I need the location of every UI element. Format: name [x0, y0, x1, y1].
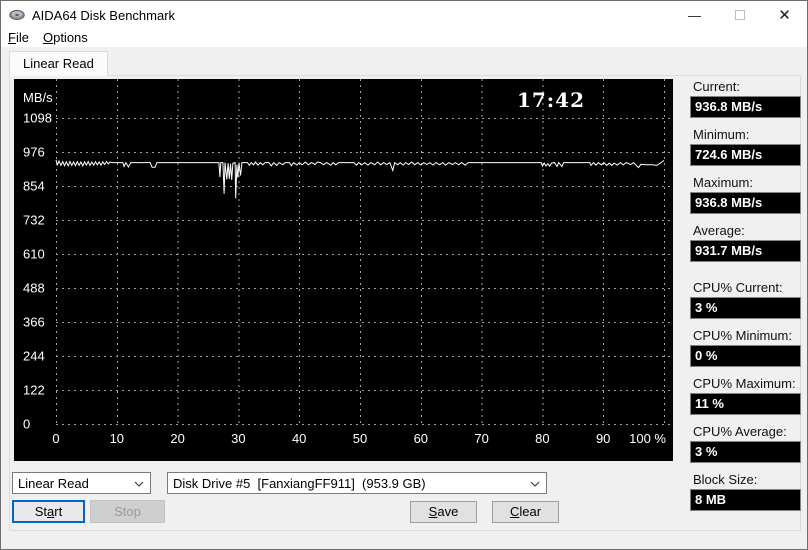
benchmark-line — [55, 159, 665, 199]
x-axis-tick-label: 0 — [52, 431, 59, 446]
stat-maximum: Maximum: 936.8 MB/s — [690, 175, 802, 214]
chart-gridlines — [56, 79, 673, 425]
tab-page: MB/s 0 122 244 366 488 610 732 854 976 1098 0 10 20 30… — [9, 75, 801, 531]
stat-cpu-minimum: CPU% Minimum: 0 % — [690, 328, 802, 367]
x-axis-tick-label: 100 % — [629, 431, 666, 446]
stat-cpu-current: CPU% Current: 3 % — [690, 280, 802, 319]
save-button[interactable]: Save — [410, 501, 477, 523]
chart-axis-labels: MB/s 0 122 244 366 488 610 732 854 976 1098 0 10 20 30… — [23, 90, 666, 446]
minimize-icon: — — [688, 7, 701, 23]
stop-button[interactable]: Stop — [90, 500, 165, 523]
x-axis-tick-label: 40 — [292, 431, 306, 446]
clear-button[interactable]: Clear — [492, 501, 559, 523]
stat-block-size: Block Size: 8 MB — [690, 472, 802, 511]
y-axis-tick-label: 732 — [23, 213, 45, 228]
chevron-down-icon — [134, 481, 144, 487]
y-axis-tick-label: 0 — [23, 417, 30, 432]
y-axis-tick-label: 976 — [23, 145, 45, 160]
tab-linear-read[interactable]: Linear Read — [9, 51, 108, 76]
x-axis-tick-label: 80 — [535, 431, 549, 446]
x-axis-tick-label: 60 — [414, 431, 428, 446]
tab-label: Linear Read — [23, 56, 94, 71]
x-axis-tick-label: 30 — [231, 431, 245, 446]
menu-bar: File Options — [1, 29, 807, 48]
chevron-down-icon — [530, 481, 540, 487]
title-bar: AIDA64 Disk Benchmark — ✕ — [1, 1, 807, 29]
stat-value-maximum: 936.8 MB/s — [690, 192, 801, 214]
close-icon: ✕ — [778, 7, 791, 24]
stat-value-average: 931.7 MB/s — [690, 240, 801, 262]
y-axis-tick-label: 122 — [23, 383, 45, 398]
window-title: AIDA64 Disk Benchmark — [32, 8, 176, 23]
maximize-button[interactable] — [717, 1, 762, 29]
menu-file[interactable]: File — [8, 29, 29, 45]
y-axis-unit-label: MB/s — [23, 90, 53, 105]
x-axis-tick-label: 70 — [474, 431, 488, 446]
stat-value-block-size: 8 MB — [690, 489, 801, 511]
benchmark-type-select[interactable]: Linear Read — [12, 472, 151, 494]
y-axis-tick-label: 1098 — [23, 111, 52, 126]
y-axis-tick-label: 488 — [23, 281, 45, 296]
stat-minimum: Minimum: 724.6 MB/s — [690, 127, 802, 166]
app-icon — [9, 9, 25, 21]
maximize-icon — [734, 10, 745, 20]
x-axis-tick-label: 90 — [596, 431, 610, 446]
y-axis-tick-label: 244 — [23, 349, 45, 364]
x-axis-tick-label: 50 — [353, 431, 367, 446]
stat-value-cpu-current: 3 % — [690, 297, 801, 319]
stat-value-cpu-maximum: 11 % — [690, 393, 801, 415]
stat-value-cpu-minimum: 0 % — [690, 345, 801, 367]
stat-cpu-maximum: CPU% Maximum: 11 % — [690, 376, 802, 415]
minimize-button[interactable]: — — [672, 1, 717, 29]
y-axis-tick-label: 610 — [23, 247, 45, 262]
y-axis-tick-label: 854 — [23, 179, 45, 194]
stat-value-cpu-average: 3 % — [690, 441, 801, 463]
stat-current: Current: 936.8 MB/s — [690, 79, 802, 118]
stat-cpu-average: CPU% Average: 3 % — [690, 424, 802, 463]
x-axis-tick-label: 20 — [170, 431, 184, 446]
y-axis-tick-label: 366 — [23, 315, 45, 330]
stat-average: Average: 931.7 MB/s — [690, 223, 802, 262]
start-button[interactable]: Start — [12, 500, 85, 523]
chart-canvas: MB/s 0 122 244 366 488 610 732 854 976 1098 0 10 20 30… — [23, 79, 673, 446]
chart-time-label: 17:42 — [517, 88, 585, 112]
stat-value-minimum: 724.6 MB/s — [690, 144, 801, 166]
benchmark-chart: MB/s 0 122 244 366 488 610 732 854 976 1098 0 10 20 30… — [14, 79, 673, 461]
close-button[interactable]: ✕ — [762, 1, 807, 29]
x-axis-tick-label: 10 — [110, 431, 124, 446]
menu-options[interactable]: Options — [42, 29, 88, 45]
stat-value-current: 936.8 MB/s — [690, 96, 801, 118]
drive-select[interactable]: Disk Drive #5 [FanxiangFF911] (953.9 GB) — [167, 472, 547, 494]
